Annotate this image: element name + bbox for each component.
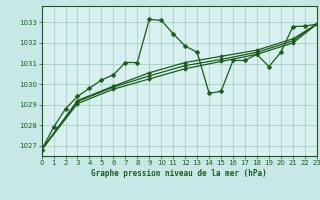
X-axis label: Graphe pression niveau de la mer (hPa): Graphe pression niveau de la mer (hPa) (91, 169, 267, 178)
